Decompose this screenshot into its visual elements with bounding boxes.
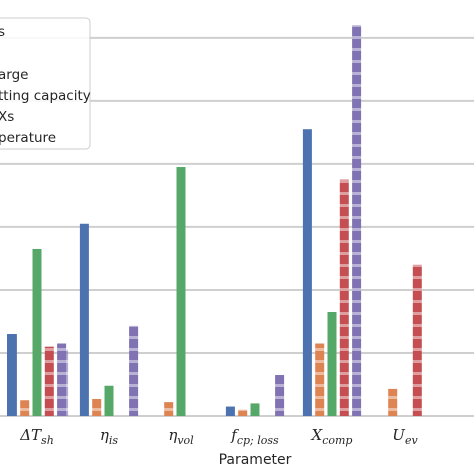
x-tick-label: ΔTsh <box>19 426 54 447</box>
bar <box>388 388 398 416</box>
bar <box>164 402 174 416</box>
bar <box>275 375 285 416</box>
bar <box>7 334 16 416</box>
legend-entry: tting capacity <box>0 88 91 104</box>
bar <box>44 346 54 416</box>
legend-entry: Xs <box>0 109 14 125</box>
legend-entry: perature <box>0 130 56 146</box>
bar <box>327 312 337 416</box>
legend-entry: arge <box>0 67 28 83</box>
bar <box>104 385 114 416</box>
bar <box>79 223 89 416</box>
bar <box>339 179 349 416</box>
bar <box>20 400 30 416</box>
bar <box>412 264 422 416</box>
bars <box>7 25 422 416</box>
x-tick-label: ηvol <box>168 426 194 447</box>
bar <box>352 25 362 416</box>
x-tick-label: Xcomp <box>311 426 353 447</box>
bar <box>315 343 325 416</box>
bar <box>238 409 248 416</box>
bar <box>250 403 260 416</box>
bar <box>225 406 235 416</box>
bar <box>176 167 186 416</box>
x-axis-label: Parameter <box>219 452 292 468</box>
bar <box>32 248 42 416</box>
bar <box>59 349 69 416</box>
x-axis: ΔTsh ηis ηvol fcp; loss Xcomp Uev Parameter <box>19 426 418 468</box>
legend-box <box>0 17 91 150</box>
x-tick-label: fcp; loss <box>230 426 279 447</box>
legend: s arge tting capacity Xs perature <box>0 17 91 150</box>
x-tick-label: Uev <box>392 426 418 447</box>
x-tick-label: ηis <box>100 426 119 447</box>
legend-title: s <box>0 24 5 40</box>
bar <box>92 398 102 416</box>
bar <box>302 129 312 416</box>
bar <box>129 325 139 416</box>
